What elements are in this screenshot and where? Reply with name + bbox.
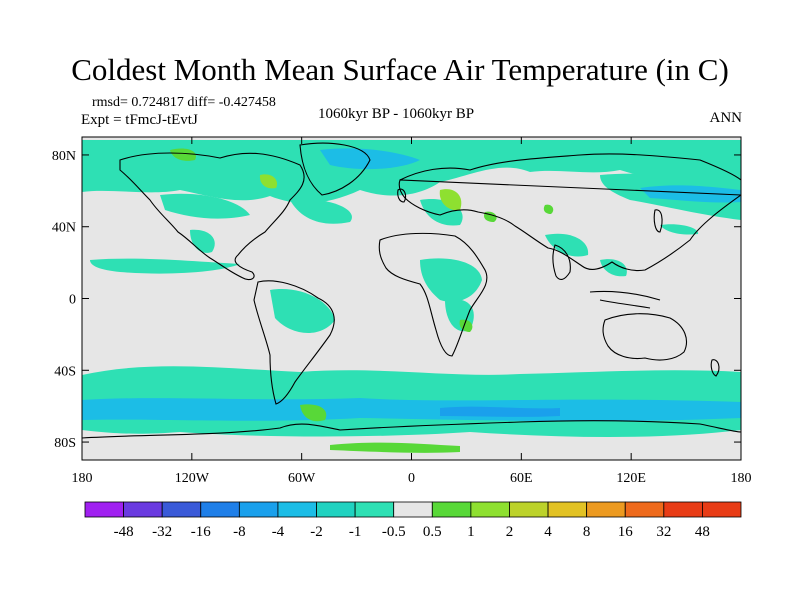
anomaly-region [90,258,240,274]
lat-tick-label: 80S [54,436,76,451]
anomaly-region [259,174,278,189]
anomaly-region [545,233,589,257]
latitude-ticks: 80N 40N 0 40S 80S [52,149,741,451]
anomaly-region [82,398,741,422]
lon-tick-label: 60W [288,471,316,486]
anomaly-region [440,406,560,417]
rmsd-diff-stats: rmsd= 0.724817 diff= -0.427458 [92,95,276,110]
colorbar-swatch [200,501,240,518]
anomaly-region [300,404,327,422]
anomaly-region [170,148,196,161]
season-label: ANN [709,110,743,126]
lon-tick-label: 60E [510,471,533,486]
coastline-south-america [253,280,335,405]
colorbar-label: -4 [272,524,285,540]
colorbar-swatch [547,501,588,518]
colorbar-label: -8 [233,524,246,540]
lat-tick-label: 0 [69,293,76,308]
colorbar-swatch [161,501,202,518]
colorbar-swatch [277,501,317,518]
colorbar-label: 48 [695,524,710,540]
colorbar-label: -32 [152,524,172,540]
lon-tick-label: 120W [175,471,210,486]
lat-tick-label: 80N [52,149,76,164]
coastline-north-america [119,152,305,281]
lon-tick-label: 180 [731,471,752,486]
anomaly-region [420,258,482,302]
colorbar-swatch [624,501,665,518]
colorbar-label: 8 [583,524,591,540]
coastline-uk [397,188,407,203]
colorbar-swatch [431,501,472,518]
anomaly-region [270,289,335,333]
colorbar: -48 -32 -16 -8 -4 -2 -1 -0.5 0.5 1 2 4 8 16 32 48 [84,501,742,540]
anomaly-region [543,204,554,214]
anomaly-region [660,224,699,235]
coastline-eurasia [398,153,741,272]
colorbar-label: 16 [618,524,634,540]
anomaly-region [330,442,460,453]
anomaly-region [290,199,352,224]
anomaly-region [600,259,627,277]
coastline-africa [378,232,488,357]
lat-tick-label: 40N [52,221,76,236]
colorbar-swatch [84,501,124,518]
colorbar-swatch [663,501,703,518]
colorbar-swatch [509,501,549,518]
coastline-india [552,244,571,281]
colorbar-swatch [586,501,626,518]
colorbar-label: 0.5 [423,524,442,540]
lon-tick-label: 0 [408,471,415,486]
colorbar-swatch [702,501,742,518]
anomaly-region [640,185,741,203]
period-label: 1060kyr BP - 1060kyr BP [318,106,475,122]
colorbar-swatch [470,501,510,518]
colorbar-swatch [316,501,356,518]
colorbar-label: -0.5 [382,524,406,540]
lon-tick-label: 180 [72,471,93,486]
colorbar-label: 1 [467,524,475,540]
colorbar-swatch [238,501,279,518]
colorbar-swatch [123,501,163,518]
coastline-antarctica [82,420,741,439]
colorbar-label: -48 [114,524,134,540]
colorbar-swatch [393,501,433,518]
longitude-ticks: 180 120W 60W 0 60E 120E 180 [72,137,752,486]
coastlines [82,142,741,439]
coastline-indonesia [589,290,661,309]
anomaly-region [160,193,250,219]
coastline-greenland [299,142,371,196]
coastline-new-zealand [710,359,720,377]
colorbar-label: -1 [349,524,362,540]
coastline-australia [602,313,688,361]
colorbar-label: 32 [656,524,671,540]
lat-tick-label: 40S [54,364,76,379]
colorbar-label: -2 [310,524,323,540]
colorbar-label: 2 [506,524,514,540]
anomaly-region [439,189,462,211]
colorbar-swatch [354,501,395,518]
coastline-japan [653,209,663,233]
colorbar-label: -16 [191,524,211,540]
experiment-id: Expt = tFmcJ-tEvtJ [81,112,198,128]
chart-title: Coldest Month Mean Surface Air Temperatu… [71,52,729,87]
lon-tick-label: 120E [616,471,646,486]
colorbar-label: 4 [544,524,552,540]
